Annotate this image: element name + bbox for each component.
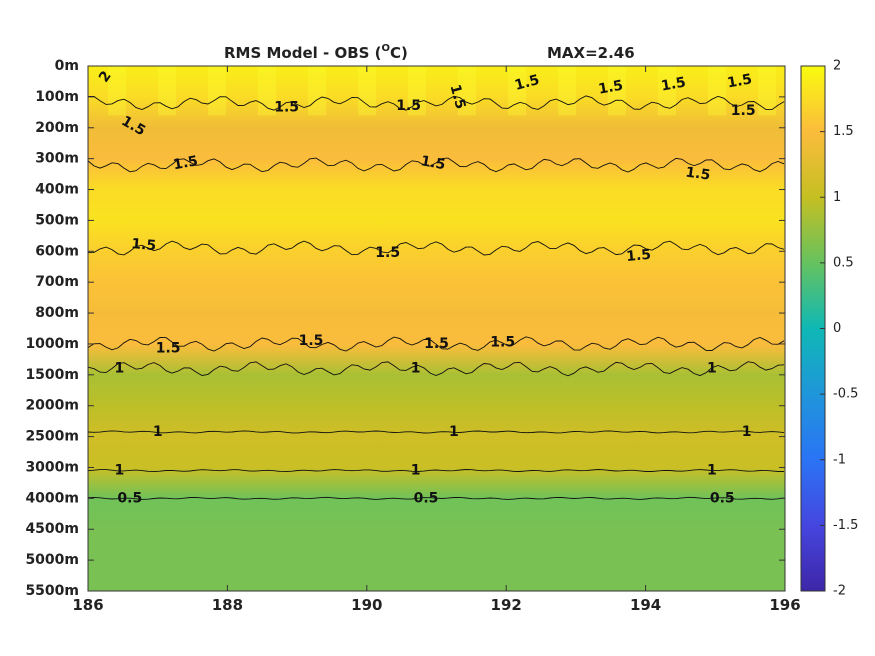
contour-label: 1 [114, 463, 124, 479]
contour-label: 1.5 [490, 334, 515, 350]
contour-label: 1.5 [156, 341, 181, 357]
contour-line-1.5 [88, 240, 785, 256]
texture-band [358, 66, 376, 116]
plot-frame [87, 65, 786, 592]
y-tick-label: 400m [35, 182, 79, 198]
contour-label: 1.5 [419, 153, 446, 173]
y-tick-label: 800m [35, 305, 79, 321]
x-tick-label: 196 [769, 596, 800, 614]
texture-band [108, 66, 126, 116]
texture-band [308, 66, 326, 116]
contour-label: 1 [114, 361, 124, 377]
contour-label: 1 [449, 424, 459, 440]
y-axis: 0m 100m 200m 300m 400m 500m 600m 700m 800m 1000m 1… [25, 58, 785, 599]
contour-label: 1.5 [131, 236, 157, 254]
texture-band [458, 66, 476, 116]
contour-label: 1.5 [375, 245, 400, 261]
heatmap-field [88, 66, 785, 591]
x-tick-label: 192 [491, 596, 522, 614]
contour-label: 1.5 [684, 164, 711, 183]
max-value-label: MAX=2.46 [547, 44, 635, 62]
y-tick-label: 300m [35, 151, 79, 167]
contour-label: 1.5 [726, 71, 753, 91]
contour-label: 1.5 [660, 74, 687, 94]
colorbar-ticks: 2 1.5 1 0.5 0 -0.5 -1 -1.5 -2 [820, 59, 858, 599]
colorbar-tick-label: 0.5 [833, 255, 854, 270]
y-tick-label: 4500m [25, 521, 79, 537]
colorbar-tick-label: 0 [833, 321, 841, 336]
y-tick-label: 500m [35, 212, 79, 228]
y-tick-label: 4000m [25, 490, 79, 506]
contour-lines [88, 95, 785, 500]
contour-label: 1 [707, 361, 717, 377]
colorbar-tick-label: -1.5 [833, 518, 858, 533]
colorbar-tick-label: 2 [833, 59, 841, 74]
y-tick-label: 2000m [25, 398, 79, 414]
texture-band [708, 66, 726, 116]
y-tick-label: 5500m [25, 583, 79, 599]
plot-area: 21.51.51.5 1.5 1.5 1.5 1.5 1.5 1.51.51.51.51.5… [87, 65, 786, 592]
texture-band [208, 66, 226, 116]
contour-label: 0.5 [117, 490, 142, 506]
contour-label: 1 [742, 424, 752, 440]
contour-label: 1 [707, 463, 717, 479]
contour-labels: 21.51.51.5 1.5 1.5 1.5 1.5 1.5 1.51.51.51.51.5… [96, 68, 756, 506]
colorbar-tick-label: -0.5 [833, 387, 858, 402]
y-tick-label: 700m [35, 274, 79, 290]
colorbar-tick-label: -2 [833, 584, 846, 599]
contour-label: 1.5 [513, 72, 541, 94]
contour-label: 1.5 [424, 336, 449, 352]
texture-band [608, 66, 626, 116]
contour-label: 1.5 [172, 153, 199, 173]
x-tick-label: 188 [212, 596, 243, 614]
colorbar: 2 1.5 1 0.5 0 -0.5 -1 -1.5 -2 [800, 59, 858, 599]
x-axis: 186 188 190 192 194 196 [72, 66, 801, 614]
contour-label: 1.5 [597, 78, 624, 98]
x-tick-label: 194 [630, 596, 661, 614]
contour-label: 1.5 [446, 83, 468, 111]
contour-line-1.5 [88, 95, 785, 111]
contour-line-1.5 [88, 336, 785, 352]
texture-band [658, 66, 676, 116]
contour-label: 1 [153, 424, 163, 440]
contour-label: 0.5 [414, 490, 439, 506]
contour-label: 1 [411, 463, 421, 479]
contour-line-0.5 [88, 496, 785, 500]
texture-band [408, 66, 426, 116]
contour-line-1 [88, 430, 785, 434]
y-tick-label: 1000m [25, 336, 79, 352]
texture-band [258, 66, 276, 116]
y-tick-label: 600m [35, 243, 79, 259]
heatmap-texture [108, 66, 776, 116]
colorbar-tick-label: -1 [833, 452, 846, 467]
colorbar-tick-label: 1.5 [833, 124, 854, 139]
contour-label: 1 [411, 361, 421, 377]
texture-band [158, 66, 176, 116]
y-tick-label: 200m [35, 120, 79, 136]
contour-label: 1.5 [731, 103, 756, 119]
contour-label: 1.5 [396, 98, 421, 114]
y-tick-label: 0m [55, 58, 79, 74]
y-tick-label: 3000m [25, 459, 79, 475]
texture-band [758, 66, 776, 116]
contour-label: 1.5 [626, 247, 652, 265]
contour-label: 1.5 [299, 333, 324, 349]
contour-line-1 [88, 361, 785, 377]
colorbar-tick-label: 1 [833, 190, 841, 205]
contour-line-1 [88, 469, 784, 473]
y-tick-label: 100m [35, 89, 79, 105]
chart-title: RMS Model - OBS (OC) [224, 43, 408, 62]
x-tick-label: 190 [351, 596, 382, 614]
x-tick-label: 186 [72, 596, 103, 614]
y-tick-label: 5000m [25, 552, 79, 568]
contour-label: 1.5 [274, 100, 299, 116]
y-tick-label: 2500m [25, 429, 79, 445]
contour-line-1.5 [88, 157, 785, 173]
contour-label: 0.5 [710, 490, 735, 506]
y-tick-label: 1500m [25, 367, 79, 383]
texture-band [558, 66, 576, 116]
